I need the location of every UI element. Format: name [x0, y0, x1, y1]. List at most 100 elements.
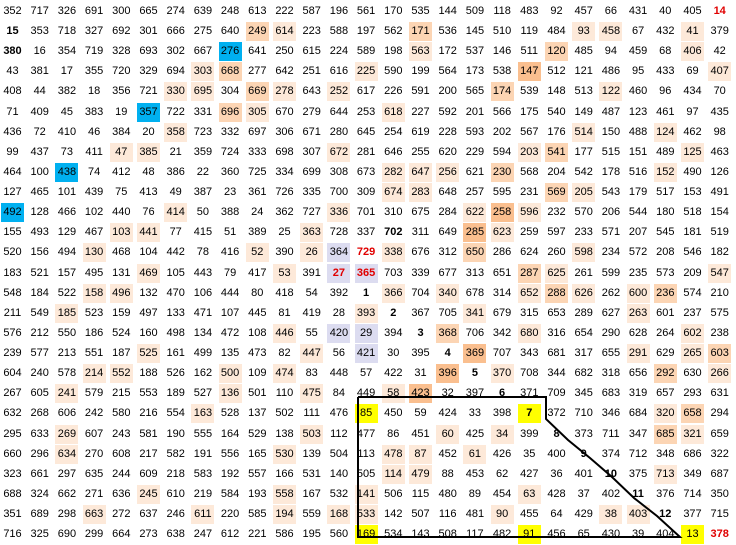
- grid-cell: 509: [465, 5, 485, 17]
- grid-cell: 471: [193, 306, 213, 319]
- grid-cell: 607: [84, 427, 104, 440]
- grid-cell: 202: [492, 125, 512, 138]
- grid-cell: 27: [327, 263, 351, 283]
- grid-cell: 358: [164, 122, 188, 142]
- grid-cell: 572: [628, 246, 648, 259]
- grid-cell: 531: [302, 467, 321, 480]
- grid-cell: 380: [3, 45, 22, 58]
- grid-cell: 662: [57, 487, 77, 500]
- grid-cell: 432: [656, 25, 675, 38]
- grid-cell: 464: [3, 165, 22, 178]
- grid-cell: 288: [545, 283, 568, 303]
- grid-cell: 248: [220, 5, 240, 17]
- grid-cell: 124: [653, 122, 677, 142]
- grid-cell: 359: [193, 145, 213, 158]
- grid-cell: 715: [710, 508, 729, 520]
- grid-cell: 681: [547, 347, 566, 360]
- grid-cell: 260: [547, 246, 566, 259]
- grid-cell: 720: [112, 65, 131, 78]
- grid-cell: 28: [332, 306, 346, 319]
- grid-cell: 20: [142, 125, 155, 138]
- grid-cell: 518: [683, 206, 702, 219]
- grid-cell: 598: [572, 243, 596, 263]
- grid-cell: 382: [57, 85, 77, 98]
- grid-cell: 70: [713, 85, 726, 98]
- grid-cell: 477: [356, 427, 376, 440]
- grid-cell: 51: [223, 226, 237, 239]
- grid-cell: 100: [30, 165, 49, 178]
- grid-cell: 636: [112, 487, 131, 500]
- grid-cell: 717: [30, 5, 49, 17]
- grid-cell: 166: [275, 467, 294, 480]
- grid-cell: 40: [659, 5, 672, 17]
- grid-cell: 695: [191, 82, 215, 102]
- grid-cell: 233: [574, 226, 593, 239]
- grid-cell: 17: [60, 65, 74, 78]
- grid-cell: 10: [604, 467, 618, 480]
- grid-cell: 135: [220, 347, 240, 360]
- grid-cell: 200: [438, 85, 457, 98]
- grid-cell: 29: [354, 323, 378, 343]
- grid-cell: 679: [492, 306, 512, 319]
- grid-cell: 125: [681, 142, 704, 162]
- grid-cell: 186: [84, 326, 104, 339]
- grid-cell: 225: [354, 62, 378, 82]
- grid-cell: 630: [683, 367, 702, 380]
- grid-cell: 224: [329, 45, 349, 58]
- grid-cell: 301: [139, 25, 158, 38]
- grid-cell: 262: [601, 286, 621, 299]
- grid-cell: 476: [329, 407, 349, 420]
- grid-cell: 49: [169, 186, 182, 199]
- grid-cell: 391: [302, 266, 321, 279]
- grid-cell: 645: [356, 125, 376, 138]
- grid-cell: 273: [139, 528, 158, 541]
- grid-cell: 429: [574, 508, 593, 520]
- grid-cell: 316: [547, 326, 566, 339]
- grid-cell: 535: [411, 5, 430, 17]
- grid-cell: 147: [517, 62, 541, 82]
- grid-cell: 217: [139, 447, 158, 460]
- grid-cell: 709: [547, 387, 566, 400]
- grid-cell: 244: [112, 467, 131, 480]
- grid-cell: 133: [166, 306, 185, 319]
- grid-cell: 623: [490, 223, 514, 243]
- grid-cell: 229: [465, 145, 485, 158]
- grid-cell: 123: [628, 105, 648, 118]
- grid-cell: 365: [354, 263, 378, 283]
- grid-cell: 50: [196, 206, 210, 219]
- grid-cell: 30: [387, 347, 400, 360]
- grid-cell: 210: [710, 286, 729, 299]
- grid-cell: 112: [330, 427, 348, 440]
- grid-cell: 489: [656, 145, 675, 158]
- grid-cell: 707: [492, 347, 512, 360]
- grid-cell: 472: [220, 326, 240, 339]
- grid-cell: 284: [438, 206, 457, 219]
- grid-cell: 502: [275, 407, 294, 420]
- grid-cell: 53: [273, 263, 296, 283]
- grid-cell: 32: [441, 387, 454, 400]
- grid-cell: 321: [681, 424, 704, 444]
- grid-cell: 19: [115, 105, 128, 118]
- grid-cell: 128: [30, 206, 49, 219]
- grid-cell: 345: [574, 387, 593, 400]
- grid-cell: 401: [574, 467, 593, 480]
- grid-cell: 223: [302, 25, 321, 38]
- grid-cell: 282: [381, 162, 405, 182]
- grid-cell: 184: [30, 286, 49, 299]
- grid-cell: 83: [305, 367, 318, 380]
- grid-cell: 64: [550, 508, 563, 520]
- grid-cell: 553: [139, 387, 158, 400]
- grid-cell: 249: [245, 22, 269, 42]
- grid-cell: 612: [220, 528, 240, 541]
- grid-cell: 370: [490, 364, 514, 384]
- grid-cell: 542: [574, 165, 593, 178]
- grid-cell: 174: [490, 82, 514, 102]
- grid-cell: 109: [248, 367, 267, 380]
- grid-cell: 600: [626, 283, 650, 303]
- grid-cell: 412: [112, 165, 131, 178]
- grid-cell: 555: [193, 427, 213, 440]
- grid-cell: 366: [381, 283, 405, 303]
- grid-cell: 548: [3, 286, 22, 299]
- grid-cell: 11: [632, 487, 644, 500]
